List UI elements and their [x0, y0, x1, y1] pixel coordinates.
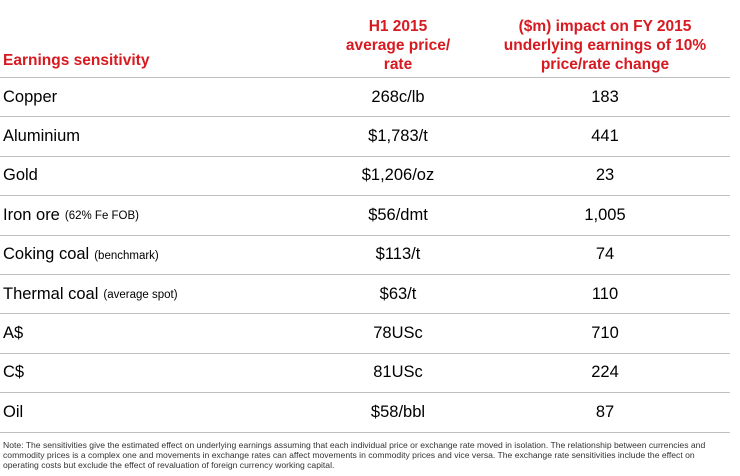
- row-label: Thermal coal (average spot): [3, 275, 178, 313]
- row-label-text: A$: [3, 324, 24, 343]
- footnote: Note: The sensitivities give the estimat…: [3, 440, 706, 470]
- row-label-text: Gold: [3, 166, 38, 185]
- row-impact: 710: [591, 324, 619, 343]
- row-label: Oil: [3, 393, 23, 431]
- row-impact: 183: [591, 87, 619, 106]
- row-label: Coking coal (benchmark): [3, 236, 159, 274]
- table-body: Copper 268c/lb 183 Aluminium $1,783/t 441 Gold…: [0, 78, 730, 433]
- row-impact: 441: [591, 127, 619, 146]
- table-row: Gold $1,206/oz 23: [0, 157, 730, 197]
- row-impact: 1,005: [584, 205, 626, 224]
- table-row: Thermal coal (average spot) $63/t 110: [0, 275, 730, 315]
- row-label-text: Thermal coal: [3, 284, 99, 303]
- header-impact-line-1: ($m) impact on FY 2015: [518, 18, 692, 35]
- row-impact: 87: [595, 402, 615, 421]
- header-impact-line-2: underlying earnings of 10%: [503, 37, 707, 54]
- header-earnings-sensitivity: Earnings sensitivity: [3, 52, 150, 69]
- header-price-line-2: average price/: [345, 37, 451, 54]
- table-row: Aluminium $1,783/t 441: [0, 117, 730, 157]
- table-row: Oil $58/bbl 87: [0, 393, 730, 433]
- table-header: Earnings sensitivity H1 2015 average pri…: [0, 0, 730, 78]
- row-label-text: Aluminium: [3, 127, 81, 146]
- row-price: $58/bbl: [370, 402, 426, 421]
- row-label-qualifier: (62% Fe FOB): [64, 210, 140, 223]
- row-price: $63/t: [379, 284, 417, 303]
- row-label: Iron ore (62% Fe FOB): [3, 196, 139, 234]
- row-price: 78USc: [373, 324, 423, 343]
- row-impact: 224: [591, 363, 619, 382]
- earnings-sensitivity-table: Earnings sensitivity H1 2015 average pri…: [0, 0, 730, 433]
- row-impact: 110: [591, 284, 619, 303]
- row-label: C$: [3, 354, 24, 392]
- header-price-line-1: H1 2015: [368, 18, 428, 35]
- row-label-qualifier: (benchmark): [94, 249, 159, 262]
- row-label-qualifier: (average spot): [103, 289, 178, 302]
- table-row: C$ 81USc 224: [0, 354, 730, 394]
- table-row: Iron ore (62% Fe FOB) $56/dmt 1,005: [0, 196, 730, 236]
- table-row: Coking coal (benchmark) $113/t 74: [0, 236, 730, 275]
- row-impact: 23: [595, 166, 615, 185]
- row-price: 81USc: [373, 363, 423, 382]
- row-label-text: C$: [3, 363, 25, 382]
- row-label: Gold: [3, 157, 38, 195]
- row-label-text: Iron ore: [3, 205, 60, 224]
- row-label: A$: [3, 314, 23, 352]
- table-row: Copper 268c/lb 183: [0, 78, 730, 118]
- row-label-text: Coking coal: [3, 245, 90, 264]
- header-average-price: H1 2015 average price/ rate: [324, 17, 472, 74]
- row-price: $113/t: [375, 245, 421, 264]
- header-impact: ($m) impact on FY 2015 underlying earnin…: [480, 17, 730, 74]
- row-label: Aluminium: [3, 117, 80, 155]
- header-impact-line-3: price/rate change: [540, 56, 670, 73]
- row-price: $56/dmt: [368, 205, 428, 224]
- header-price-line-3: rate: [383, 56, 413, 73]
- row-price: $1,783/t: [368, 127, 428, 146]
- row-price: $1,206/oz: [361, 166, 435, 185]
- row-price: 268c/lb: [371, 87, 425, 106]
- row-label-text: Oil: [3, 402, 24, 421]
- row-label: Copper: [3, 78, 57, 116]
- table-row: A$ 78USc 710: [0, 314, 730, 354]
- row-label-text: Copper: [3, 87, 58, 106]
- row-impact: 74: [595, 245, 615, 264]
